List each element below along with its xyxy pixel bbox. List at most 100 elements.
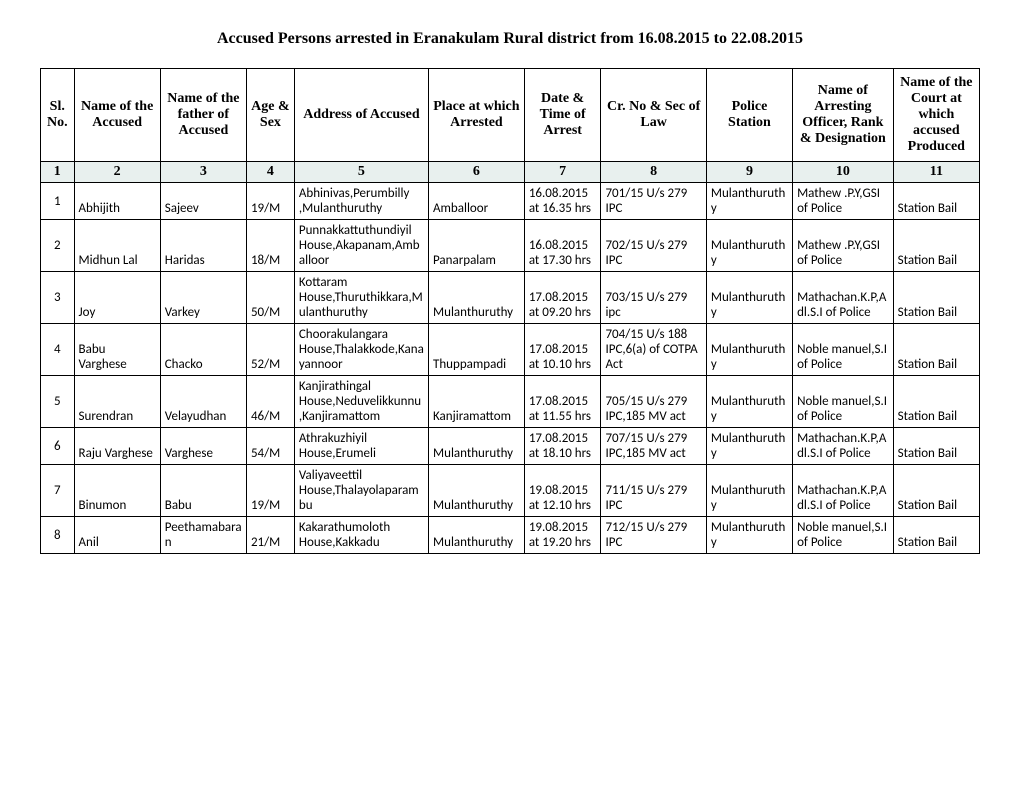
cell: Mulanthuruthy bbox=[706, 428, 792, 465]
cell: Station Bail bbox=[893, 376, 979, 428]
cell: Chacko bbox=[160, 324, 246, 376]
cell: Punnakkattuthundiyil House,Akapanam,Amba… bbox=[294, 220, 428, 272]
table-row: 5SurendranVelayudhan46/MKanjirathingal H… bbox=[41, 376, 980, 428]
cell: Kanjirathingal House,Neduvelikkunnu,Kanj… bbox=[294, 376, 428, 428]
cell: Station Bail bbox=[893, 183, 979, 220]
numcell: 7 bbox=[524, 162, 601, 183]
header-father: Name of the father of Accused bbox=[160, 69, 246, 162]
cell: Kakarathumoloth House,Kakkadu bbox=[294, 517, 428, 554]
cell: Mathachan.K.P,Adl.S.I of Police bbox=[793, 428, 894, 465]
numcell: 8 bbox=[601, 162, 706, 183]
cell: Mathew .P.Y,GSI of Police bbox=[793, 220, 894, 272]
cell: 50/M bbox=[246, 272, 294, 324]
cell: 702/15 U/s 279 IPC bbox=[601, 220, 706, 272]
cell: Mulanthuruthy bbox=[706, 183, 792, 220]
cell: Noble manuel,S.I of Police bbox=[793, 376, 894, 428]
cell: 17.08.2015 at 10.10 hrs bbox=[524, 324, 601, 376]
cell: Velayudhan bbox=[160, 376, 246, 428]
cell: Midhun Lal bbox=[74, 220, 160, 272]
number-row: 1 2 3 4 5 6 7 8 9 10 11 bbox=[41, 162, 980, 183]
accused-table: Sl. No. Name of the Accused Name of the … bbox=[40, 68, 980, 554]
cell: 16.08.2015 at 16.35 hrs bbox=[524, 183, 601, 220]
cell: Mulanthuruthy bbox=[706, 376, 792, 428]
cell: 18/M bbox=[246, 220, 294, 272]
cell: 19.08.2015 at 19.20 hrs bbox=[524, 517, 601, 554]
cell: Anil bbox=[74, 517, 160, 554]
cell: 19/M bbox=[246, 183, 294, 220]
table-row: 2Midhun LalHaridas18/MPunnakkattuthundiy… bbox=[41, 220, 980, 272]
numcell: 10 bbox=[793, 162, 894, 183]
header-cr: Cr. No & Sec of Law bbox=[601, 69, 706, 162]
cell: Mulanthuruthy bbox=[429, 272, 525, 324]
cell: 705/15 U/s 279 IPC,185 MV act bbox=[601, 376, 706, 428]
header-age: Age & Sex bbox=[246, 69, 294, 162]
cell: Choorakulangara House,Thalakkode,Kanayan… bbox=[294, 324, 428, 376]
cell: Mulanthuruthy bbox=[706, 465, 792, 517]
cell: 46/M bbox=[246, 376, 294, 428]
cell: Abhinivas,Perumbilly ,Mulanthuruthy bbox=[294, 183, 428, 220]
cell: 17.08.2015 at 09.20 hrs bbox=[524, 272, 601, 324]
cell: 2 bbox=[41, 220, 75, 272]
cell: Kanjiramattom bbox=[429, 376, 525, 428]
header-officer: Name of Arresting Officer, Rank & Design… bbox=[793, 69, 894, 162]
cell: Mulanthuruthy bbox=[706, 517, 792, 554]
cell: Joy bbox=[74, 272, 160, 324]
header-row: Sl. No. Name of the Accused Name of the … bbox=[41, 69, 980, 162]
cell: Mulanthuruthy bbox=[706, 324, 792, 376]
cell: 1 bbox=[41, 183, 75, 220]
cell: Kottaram House,Thuruthikkara,Mulanthurut… bbox=[294, 272, 428, 324]
cell: Raju Varghese bbox=[74, 428, 160, 465]
cell: 711/15 U/s 279 IPC bbox=[601, 465, 706, 517]
table-row: 7BinumonBabu19/MValiyaveettil House,Thal… bbox=[41, 465, 980, 517]
cell: Panarpalam bbox=[429, 220, 525, 272]
table-body: 1AbhijithSajeev19/MAbhinivas,Perumbilly … bbox=[41, 183, 980, 554]
cell: 4 bbox=[41, 324, 75, 376]
numcell: 6 bbox=[429, 162, 525, 183]
cell: Mulanthuruthy bbox=[429, 465, 525, 517]
table-row: 6Raju VargheseVarghese54/MAthrakuzhiyil … bbox=[41, 428, 980, 465]
numcell: 5 bbox=[294, 162, 428, 183]
cell: 16.08.2015 at 17.30 hrs bbox=[524, 220, 601, 272]
cell: Mathew .P.Y,GSI of Police bbox=[793, 183, 894, 220]
cell: 712/15 U/s 279 IPC bbox=[601, 517, 706, 554]
cell: Mulanthuruthy bbox=[706, 272, 792, 324]
header-sl: Sl. No. bbox=[41, 69, 75, 162]
cell: Station Bail bbox=[893, 220, 979, 272]
cell: Haridas bbox=[160, 220, 246, 272]
cell: 8 bbox=[41, 517, 75, 554]
cell: Abhijith bbox=[74, 183, 160, 220]
cell: Station Bail bbox=[893, 428, 979, 465]
cell: 17.08.2015 at 11.55 hrs bbox=[524, 376, 601, 428]
header-addr: Address of Accused bbox=[294, 69, 428, 162]
cell: 6 bbox=[41, 428, 75, 465]
header-place: Place at which Arrested bbox=[429, 69, 525, 162]
cell: Babu bbox=[160, 465, 246, 517]
cell: 7 bbox=[41, 465, 75, 517]
numcell: 11 bbox=[893, 162, 979, 183]
cell: 703/15 U/s 279 ipc bbox=[601, 272, 706, 324]
cell: Amballoor bbox=[429, 183, 525, 220]
cell: 707/15 U/s 279 IPC,185 MV act bbox=[601, 428, 706, 465]
cell: 704/15 U/s 188 IPC,6(a) of COTPA Act bbox=[601, 324, 706, 376]
cell: 3 bbox=[41, 272, 75, 324]
cell: Athrakuzhiyil House,Erumeli bbox=[294, 428, 428, 465]
table-row: 3JoyVarkey50/MKottaram House,Thuruthikka… bbox=[41, 272, 980, 324]
cell: Station Bail bbox=[893, 324, 979, 376]
cell: Binumon bbox=[74, 465, 160, 517]
numcell: 1 bbox=[41, 162, 75, 183]
cell: Mulanthuruthy bbox=[706, 220, 792, 272]
cell: 19.08.2015 at 12.10 hrs bbox=[524, 465, 601, 517]
cell: 5 bbox=[41, 376, 75, 428]
cell: Babu Varghese bbox=[74, 324, 160, 376]
table-row: 8AnilPeethamabaran21/MKakarathumoloth Ho… bbox=[41, 517, 980, 554]
numcell: 9 bbox=[706, 162, 792, 183]
cell: 52/M bbox=[246, 324, 294, 376]
cell: Varghese bbox=[160, 428, 246, 465]
cell: Sajeev bbox=[160, 183, 246, 220]
cell: Mathachan.K.P,Adl.S.I of Police bbox=[793, 272, 894, 324]
cell: 701/15 U/s 279 IPC bbox=[601, 183, 706, 220]
cell: 17.08.2015 at 18.10 hrs bbox=[524, 428, 601, 465]
cell: 54/M bbox=[246, 428, 294, 465]
header-court: Name of the Court at which accused Produ… bbox=[893, 69, 979, 162]
header-name: Name of the Accused bbox=[74, 69, 160, 162]
